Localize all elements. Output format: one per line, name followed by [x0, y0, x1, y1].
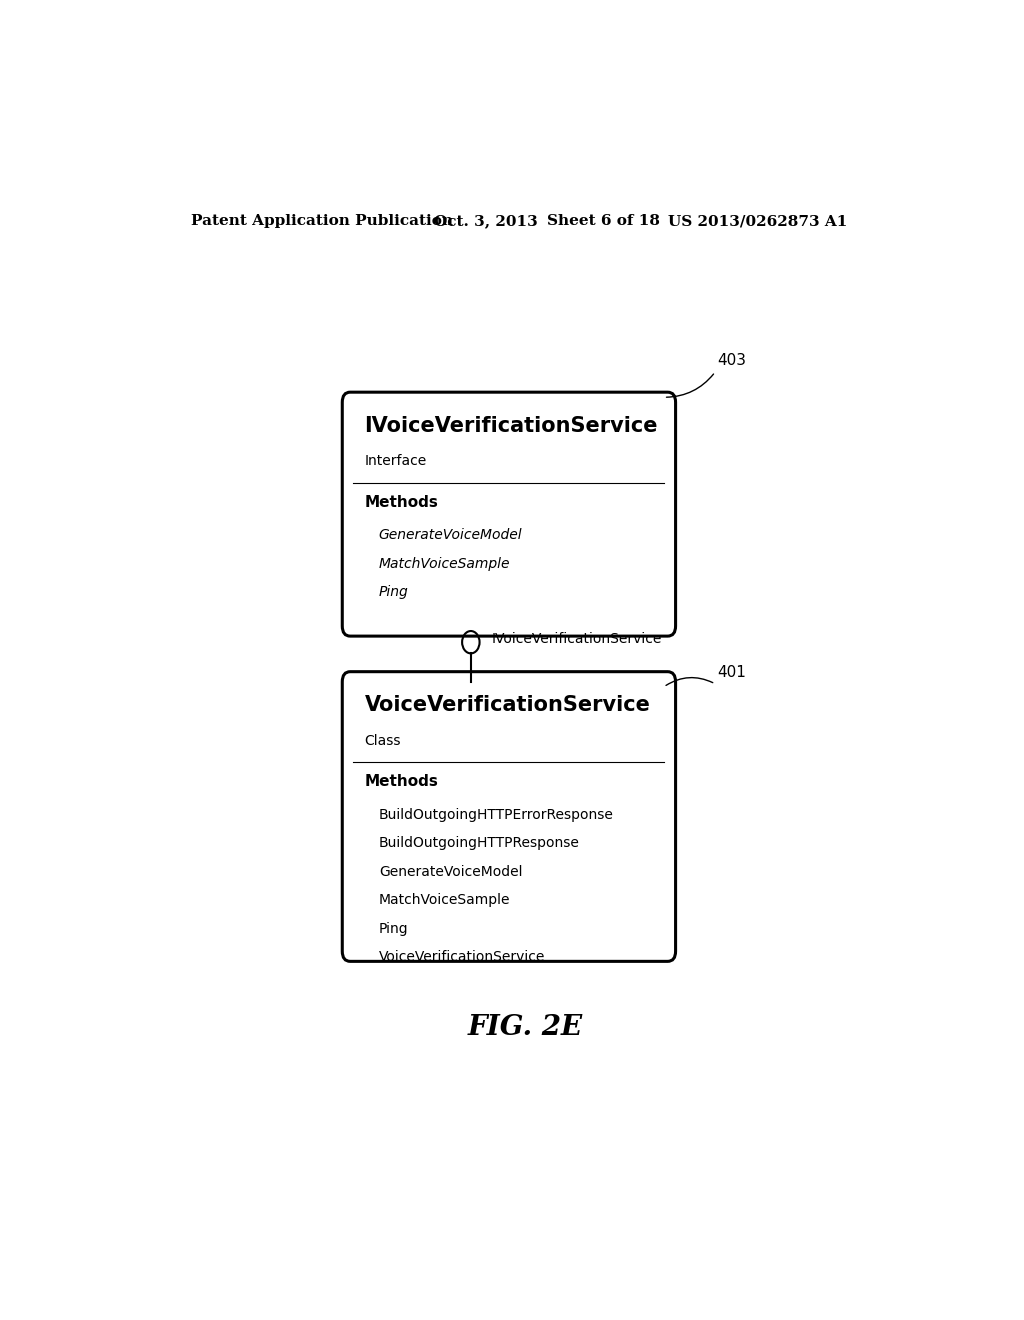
- Text: Interface: Interface: [365, 454, 427, 469]
- Text: Patent Application Publication: Patent Application Publication: [191, 214, 454, 228]
- Text: US 2013/0262873 A1: US 2013/0262873 A1: [668, 214, 847, 228]
- Text: VoiceVerificationService: VoiceVerificationService: [365, 696, 650, 715]
- Text: IVoiceVerificationService: IVoiceVerificationService: [365, 416, 658, 436]
- Text: Methods: Methods: [365, 775, 438, 789]
- FancyBboxPatch shape: [342, 672, 676, 961]
- Text: Ping: Ping: [379, 921, 409, 936]
- Text: Class: Class: [365, 734, 401, 747]
- Text: GenerateVoiceModel: GenerateVoiceModel: [379, 865, 522, 879]
- Text: BuildOutgoingHTTPErrorResponse: BuildOutgoingHTTPErrorResponse: [379, 808, 613, 822]
- Text: BuildOutgoingHTTPResponse: BuildOutgoingHTTPResponse: [379, 837, 580, 850]
- Text: IVoiceVerificationService: IVoiceVerificationService: [492, 632, 662, 645]
- Text: MatchVoiceSample: MatchVoiceSample: [379, 557, 510, 570]
- Text: FIG. 2E: FIG. 2E: [467, 1014, 583, 1041]
- Text: GenerateVoiceModel: GenerateVoiceModel: [379, 528, 522, 543]
- Text: VoiceVerificationService: VoiceVerificationService: [379, 950, 545, 964]
- Text: MatchVoiceSample: MatchVoiceSample: [379, 894, 510, 907]
- Text: 401: 401: [718, 665, 746, 680]
- Text: 403: 403: [718, 352, 746, 368]
- Text: Methods: Methods: [365, 495, 438, 510]
- Text: Ping: Ping: [379, 585, 409, 599]
- Text: Oct. 3, 2013: Oct. 3, 2013: [433, 214, 538, 228]
- Text: Sheet 6 of 18: Sheet 6 of 18: [547, 214, 660, 228]
- FancyBboxPatch shape: [342, 392, 676, 636]
